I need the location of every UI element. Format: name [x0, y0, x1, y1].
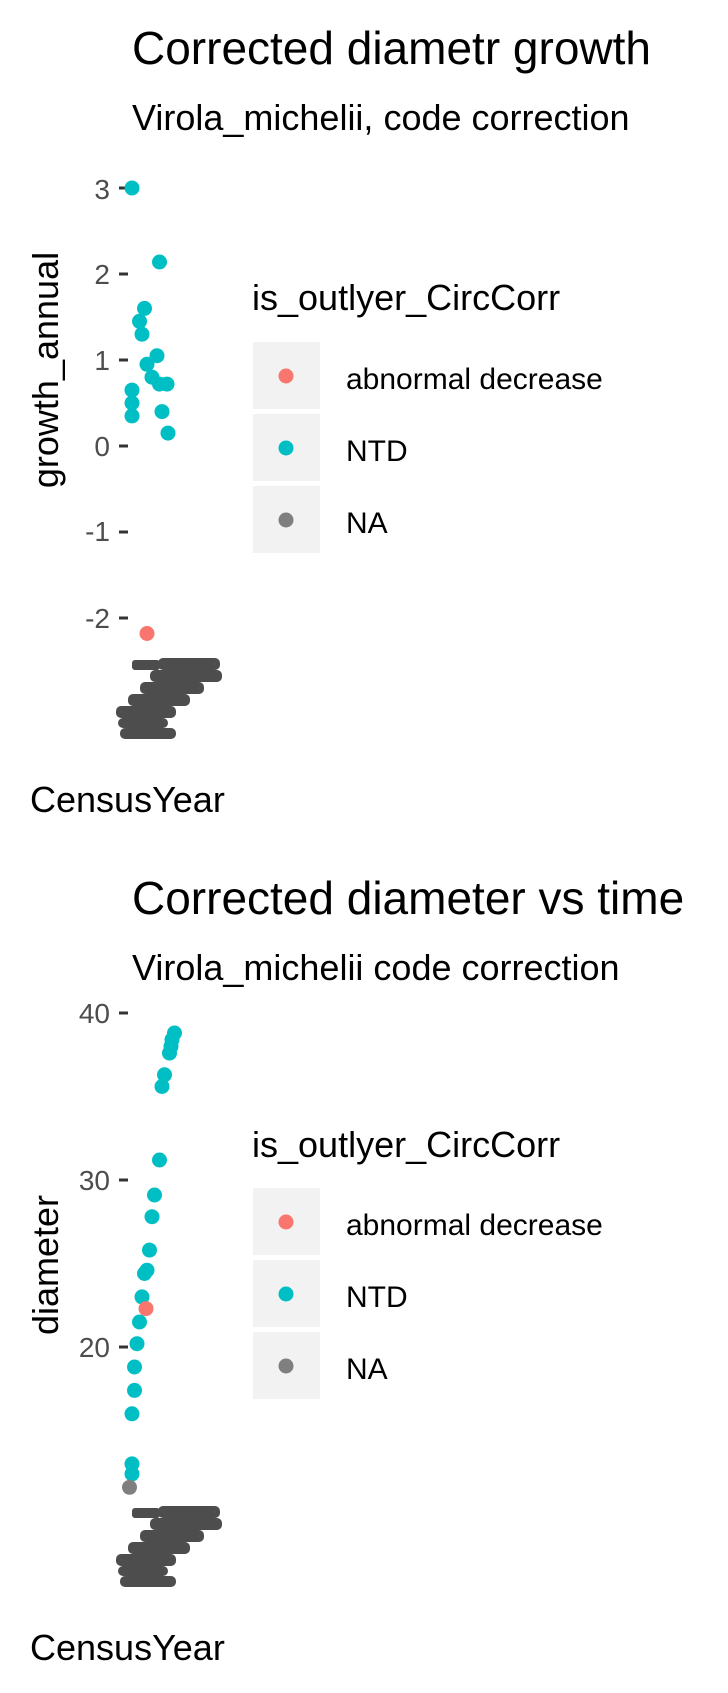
data-point-NTD — [159, 376, 175, 392]
legend: is_outlyer_CircCorr abnormal decrease NT… — [252, 277, 603, 553]
data-point-abnormal-decrease — [139, 626, 155, 641]
data-point-NTD — [149, 348, 165, 364]
chart-subtitle: Virola_michelii, code correction — [132, 97, 630, 138]
overlapping-tick-text — [116, 706, 176, 718]
data-points — [122, 1025, 182, 1495]
legend-label: abnormal decrease — [346, 1209, 603, 1242]
y-axis: 3 2 1 0 -1 -2 — [85, 174, 128, 634]
legend-key-abnormal-decrease — [278, 368, 294, 384]
data-point-NTD — [127, 1359, 142, 1375]
legend-label: NA — [346, 1353, 388, 1386]
y-axis: 40 30 20 — [79, 998, 128, 1363]
legend: is_outlyer_CircCorr abnormal decrease NT… — [252, 1124, 603, 1399]
overlapping-tick-text — [150, 670, 222, 682]
legend-key-abnormal-decrease — [278, 1214, 294, 1230]
data-point-NTD — [124, 382, 140, 398]
data-point-NTD — [157, 1067, 172, 1083]
data-point-NTD — [152, 254, 167, 270]
overlapping-tick-text — [158, 658, 220, 670]
x-axis-title: CensusYear — [30, 779, 225, 820]
overlapping-tick-text — [158, 1506, 220, 1518]
y-tick-label: 3 — [94, 174, 110, 205]
legend-label: NA — [346, 507, 388, 540]
y-tick-label: 30 — [79, 1165, 110, 1196]
data-point-NTD — [139, 356, 155, 372]
data-point-NTD — [154, 404, 170, 420]
y-axis-title: diameter — [25, 1195, 66, 1335]
data-point-NTD — [124, 395, 140, 411]
legend-key-ntd — [278, 440, 294, 456]
overlapping-tick-text — [120, 728, 176, 739]
y-tick-label: 40 — [79, 998, 110, 1029]
chart-subtitle: Virola_michelii code correction — [132, 947, 620, 988]
overlapping-tick-text — [150, 1518, 222, 1530]
overlapping-tick-text — [120, 1576, 176, 1587]
data-point-NTD — [132, 313, 147, 329]
data-point-NA — [122, 1479, 137, 1495]
chart-diameter: Corrected diameter vs time Virola_michel… — [25, 872, 684, 1668]
legend-key-ntd — [278, 1286, 294, 1302]
data-point-NTD — [137, 1266, 152, 1281]
y-tick-label: 20 — [79, 1332, 110, 1363]
chart-growth: Corrected diametr growth Virola_michelii… — [25, 22, 651, 820]
overlapping-tick-text — [132, 1508, 160, 1518]
data-point-NTD — [154, 1079, 170, 1094]
overlapping-tick-text — [116, 1554, 176, 1566]
data-point-NTD — [127, 1382, 142, 1398]
overlapping-tick-text — [128, 694, 190, 706]
overlapping-tick-text — [128, 1542, 190, 1554]
overlapping-tick-text — [118, 1566, 168, 1576]
data-point-NTD — [162, 1045, 177, 1061]
data-point-NTD — [142, 1242, 157, 1258]
data-point-NTD — [137, 300, 152, 316]
data-point-NTD — [124, 1466, 140, 1482]
y-tick-label: 2 — [94, 259, 110, 290]
legend-label: NTD — [346, 435, 408, 468]
legend-title: is_outlyer_CircCorr — [252, 277, 560, 318]
overlapping-tick-text — [140, 1530, 204, 1542]
y-tick-label: 0 — [94, 431, 110, 462]
legend-title: is_outlyer_CircCorr — [252, 1124, 560, 1165]
data-point-NTD — [144, 1209, 160, 1225]
data-point-NTD — [124, 180, 140, 196]
y-tick-label: -2 — [85, 603, 110, 634]
data-point-NTD — [129, 1336, 145, 1352]
x-tick-labels-overlap — [116, 658, 222, 739]
data-point-NTD — [124, 408, 140, 424]
overlapping-tick-text — [140, 682, 204, 694]
data-point-NTD — [160, 425, 176, 441]
chart-title: Corrected diametr growth — [132, 22, 651, 74]
legend-label: NTD — [346, 1281, 408, 1314]
data-point-abnormal-decrease — [138, 1301, 154, 1317]
legend-key-na — [278, 512, 294, 528]
legend-label: abnormal decrease — [346, 363, 603, 396]
data-points — [124, 180, 176, 641]
data-point-NTD — [124, 1406, 140, 1422]
data-point-NTD — [132, 1314, 147, 1330]
y-tick-label: -1 — [85, 516, 110, 547]
chart-title: Corrected diameter vs time — [132, 872, 684, 924]
legend-key-na — [278, 1358, 294, 1374]
x-axis-title: CensusYear — [30, 1627, 225, 1668]
y-tick-label: 1 — [94, 345, 110, 376]
x-tick-labels-overlap — [116, 1506, 222, 1587]
data-point-NTD — [134, 1289, 150, 1305]
overlapping-tick-text — [132, 660, 160, 670]
y-axis-title: growth_annual — [25, 252, 66, 488]
data-point-NTD — [147, 1187, 162, 1203]
overlapping-tick-text — [118, 718, 168, 728]
data-point-NTD — [152, 1152, 167, 1168]
data-point-NTD — [134, 326, 150, 342]
